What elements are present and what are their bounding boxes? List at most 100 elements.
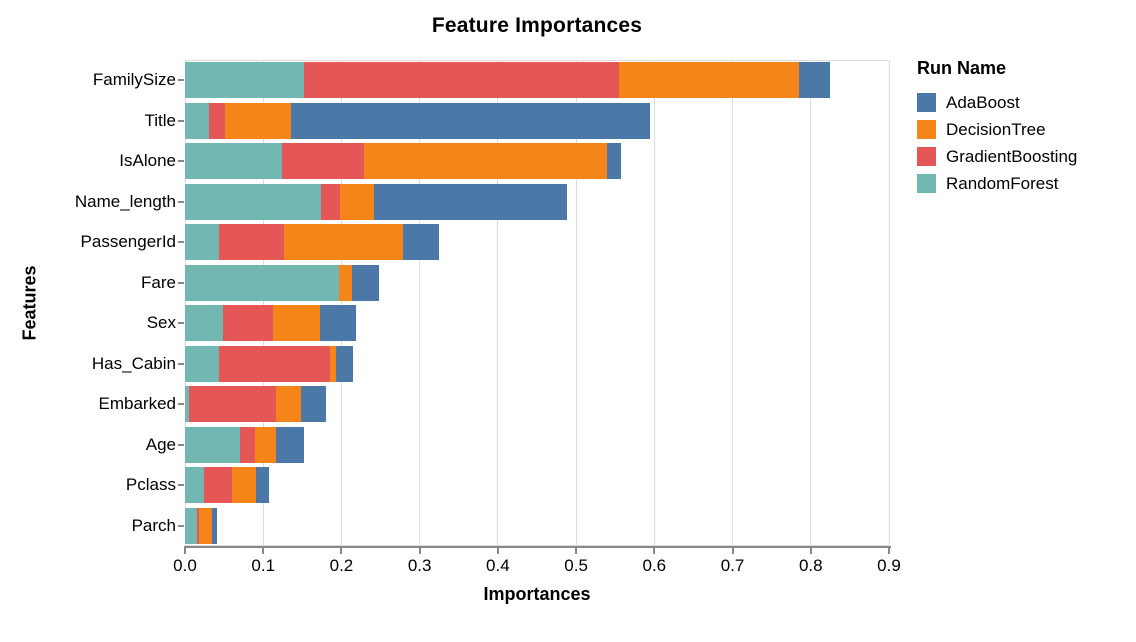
legend-item-DecisionTree[interactable]: DecisionTree <box>917 120 1077 139</box>
bar-row-Parch <box>185 507 889 544</box>
x-tick-label-0.0: 0.0 <box>173 556 197 575</box>
bar-segment-Has_Cabin-GradientBoosting[interactable] <box>219 345 331 382</box>
bar-segment-Parch-RandomForest[interactable] <box>185 507 197 544</box>
bar-segment-Fare-DecisionTree[interactable] <box>339 264 352 301</box>
gridline-x-0.5 <box>575 60 577 546</box>
bar-segment-PassengerId-RandomForest[interactable] <box>185 224 219 261</box>
x-axis-domain-line <box>184 546 891 548</box>
y-tick-label-FamilySize: FamilySize <box>92 70 176 90</box>
y-tick-label-Parch: Parch <box>131 515 176 535</box>
legend-swatch-DecisionTree <box>917 120 936 139</box>
bar-segment-Embarked-GradientBoosting[interactable] <box>188 386 276 423</box>
legend-label-GradientBoosting: GradientBoosting <box>946 146 1078 166</box>
bar-segment-Sex-GradientBoosting[interactable] <box>223 305 273 342</box>
legend-swatch-GradientBoosting <box>917 147 936 166</box>
bar-segment-Pclass-RandomForest[interactable] <box>185 467 204 504</box>
bar-segment-IsAlone-GradientBoosting[interactable] <box>281 143 365 180</box>
bar-segment-Age-RandomForest[interactable] <box>185 426 240 463</box>
y-tick-mark <box>178 281 184 284</box>
bar-segment-Title-AdaBoost[interactable] <box>290 102 651 139</box>
bar-segment-Has_Cabin-RandomForest[interactable] <box>185 345 220 382</box>
legend-items: AdaBoost DecisionTree GradientBoosting Rand… <box>917 93 1077 193</box>
legend-title: Run Name <box>917 58 1007 78</box>
bar-row-PassengerId <box>185 224 889 261</box>
bar-segment-Embarked-AdaBoost[interactable] <box>300 386 326 423</box>
x-tick-mark <box>418 548 421 554</box>
y-tick-mark <box>178 403 184 406</box>
x-tick-mark <box>888 548 890 554</box>
y-tick-mark <box>178 79 184 82</box>
bar-segment-PassengerId-DecisionTree[interactable] <box>283 224 404 261</box>
y-tick-label-Name_length: Name_length <box>74 191 176 211</box>
bar-segment-Parch-GradientBoosting[interactable] <box>196 507 200 544</box>
legend-item-GradientBoosting[interactable]: GradientBoosting <box>917 147 1077 166</box>
bar-segment-Title-RandomForest[interactable] <box>185 102 210 139</box>
bar-segment-Name_length-RandomForest[interactable] <box>185 183 322 220</box>
bar-segment-FamilySize-DecisionTree[interactable] <box>619 62 800 99</box>
y-tick-label-Embarked: Embarked <box>98 394 176 414</box>
bar-row-Name_length <box>185 183 889 220</box>
bar-segment-Pclass-AdaBoost[interactable] <box>256 467 270 504</box>
x-tick-mark <box>653 548 656 554</box>
plot-border <box>185 60 890 546</box>
bar-segment-Age-GradientBoosting[interactable] <box>239 426 256 463</box>
y-tick-label-Has_Cabin: Has_Cabin <box>91 353 176 373</box>
x-tick-label-0.8: 0.8 <box>798 556 823 575</box>
bar-segment-Parch-DecisionTree[interactable] <box>199 507 212 544</box>
bar-segment-IsAlone-RandomForest[interactable] <box>185 143 282 180</box>
bar-row-Has_Cabin <box>185 345 889 382</box>
bar-segment-IsAlone-DecisionTree[interactable] <box>364 143 608 180</box>
y-tick-label-Age: Age <box>145 434 176 454</box>
bar-segment-FamilySize-RandomForest[interactable] <box>185 62 304 99</box>
y-tick-mark <box>178 524 184 527</box>
bar-segment-Pclass-DecisionTree[interactable] <box>231 467 257 504</box>
x-tick-label-0.4: 0.4 <box>486 556 510 575</box>
bar-segment-Sex-AdaBoost[interactable] <box>320 305 357 342</box>
bar-row-Sex <box>185 305 889 342</box>
bar-segment-FamilySize-GradientBoosting[interactable] <box>303 62 620 99</box>
bar-segment-Name_length-GradientBoosting[interactable] <box>321 183 340 220</box>
x-axis-title: Importances <box>483 584 591 604</box>
y-tick-mark <box>178 241 184 244</box>
x-tick-label-0.6: 0.6 <box>642 556 667 575</box>
gridline-x-0.9 <box>888 60 890 546</box>
x-tick-label-0.9: 0.9 <box>877 556 901 575</box>
bar-segment-Title-DecisionTree[interactable] <box>224 102 291 139</box>
bar-row-Pclass <box>185 467 889 504</box>
bar-segment-FamilySize-AdaBoost[interactable] <box>799 62 830 99</box>
bar-segment-Title-GradientBoosting[interactable] <box>209 102 225 139</box>
bar-segment-IsAlone-AdaBoost[interactable] <box>607 143 622 180</box>
bar-row-Embarked <box>185 386 889 423</box>
legend-item-AdaBoost[interactable]: AdaBoost <box>917 93 1077 112</box>
x-tick-label-0.1: 0.1 <box>251 556 276 575</box>
bar-segment-Age-DecisionTree[interactable] <box>255 426 276 463</box>
x-tick-mark <box>731 548 734 554</box>
bar-segment-PassengerId-GradientBoosting[interactable] <box>218 224 284 261</box>
bar-segment-Pclass-GradientBoosting[interactable] <box>203 467 232 504</box>
bar-segment-Sex-RandomForest[interactable] <box>185 305 224 342</box>
bar-segment-Age-AdaBoost[interactable] <box>275 426 304 463</box>
bar-segment-Name_length-AdaBoost[interactable] <box>374 183 567 220</box>
y-tick-mark <box>178 160 184 163</box>
bar-segment-PassengerId-AdaBoost[interactable] <box>403 224 440 261</box>
bar-segment-Fare-RandomForest[interactable] <box>185 264 340 301</box>
bar-segment-Has_Cabin-AdaBoost[interactable] <box>335 345 354 382</box>
bar-segment-Name_length-DecisionTree[interactable] <box>339 183 375 220</box>
gridline-x-0.1 <box>262 60 264 546</box>
legend-item-RandomForest[interactable]: RandomForest <box>917 174 1077 193</box>
y-tick-mark <box>178 484 184 487</box>
bar-segment-Has_Cabin-DecisionTree[interactable] <box>330 345 336 382</box>
bar-segment-Sex-DecisionTree[interactable] <box>272 305 321 342</box>
gridline-x-0.8 <box>810 60 812 546</box>
bar-segment-Parch-AdaBoost[interactable] <box>211 507 218 544</box>
legend-label-DecisionTree: DecisionTree <box>946 119 1046 139</box>
y-tick-mark <box>178 322 184 325</box>
gridline-x-0.3 <box>419 60 421 546</box>
plot-area <box>184 60 890 546</box>
y-tick-mark <box>178 443 184 446</box>
y-tick-label-IsAlone: IsAlone <box>119 151 176 171</box>
x-tick-label-0.2: 0.2 <box>329 556 354 575</box>
bar-segment-Fare-AdaBoost[interactable] <box>351 264 379 301</box>
bar-segment-Embarked-DecisionTree[interactable] <box>275 386 301 423</box>
bar-segment-Embarked-RandomForest[interactable] <box>185 386 189 423</box>
